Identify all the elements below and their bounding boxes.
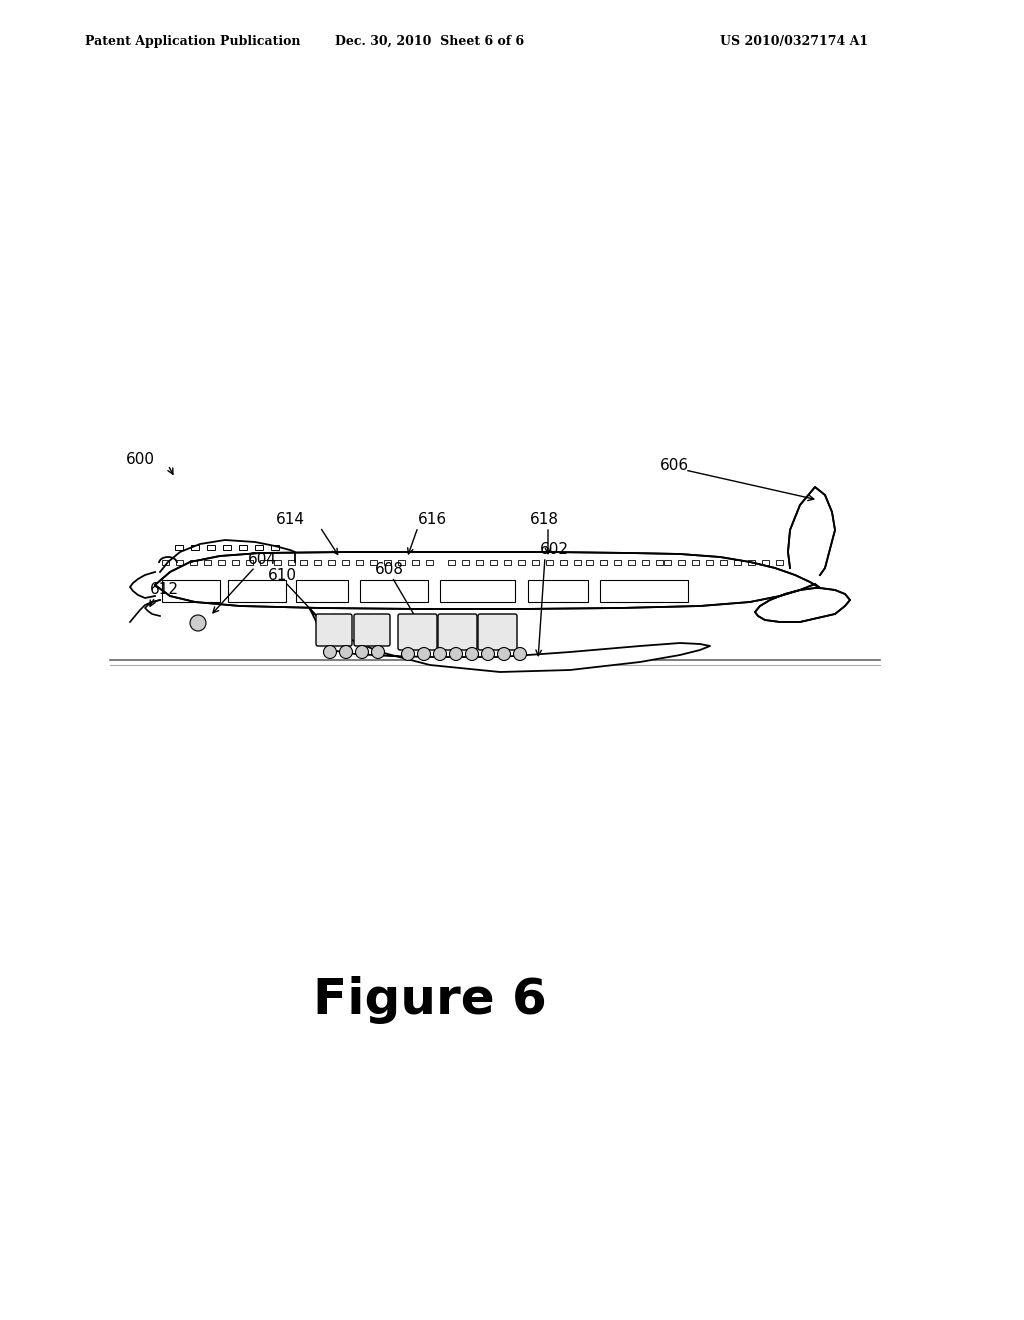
Bar (162, 560, 169, 565)
Text: Patent Application Publication: Patent Application Publication (85, 36, 300, 48)
Bar (218, 560, 225, 565)
Bar (296, 579, 348, 602)
Bar (162, 579, 220, 602)
Bar (176, 560, 183, 565)
Text: Figure 6: Figure 6 (313, 975, 547, 1024)
Bar (328, 560, 335, 565)
Text: 608: 608 (375, 562, 404, 578)
Circle shape (372, 645, 384, 659)
Bar (412, 560, 419, 565)
Bar (398, 560, 406, 565)
Bar (664, 560, 671, 565)
Bar (246, 560, 253, 565)
Bar (748, 560, 755, 565)
FancyBboxPatch shape (316, 614, 352, 645)
Circle shape (355, 645, 369, 659)
Circle shape (498, 648, 511, 660)
Bar (223, 545, 231, 550)
Bar (614, 560, 621, 565)
Text: 614: 614 (276, 512, 305, 528)
Bar (734, 560, 741, 565)
Text: 616: 616 (418, 512, 447, 528)
Bar (384, 560, 391, 565)
Bar (440, 579, 515, 602)
Bar (706, 560, 713, 565)
Circle shape (418, 648, 430, 660)
Bar (356, 560, 362, 565)
Polygon shape (788, 487, 835, 576)
Polygon shape (130, 572, 155, 598)
Bar (490, 560, 497, 565)
Text: 604: 604 (248, 553, 278, 568)
Bar (600, 560, 607, 565)
Bar (360, 579, 428, 602)
Bar (191, 545, 199, 550)
FancyBboxPatch shape (478, 614, 517, 649)
Bar (656, 560, 663, 565)
Bar (476, 560, 483, 565)
Bar (426, 560, 433, 565)
Bar (504, 560, 511, 565)
Bar (370, 560, 377, 565)
Bar (586, 560, 593, 565)
Bar (776, 560, 783, 565)
Bar (518, 560, 525, 565)
Circle shape (401, 648, 415, 660)
Text: 612: 612 (150, 582, 179, 598)
Bar (300, 560, 307, 565)
Bar (190, 560, 197, 565)
FancyBboxPatch shape (354, 614, 390, 645)
Text: Dec. 30, 2010  Sheet 6 of 6: Dec. 30, 2010 Sheet 6 of 6 (336, 36, 524, 48)
Bar (462, 560, 469, 565)
Circle shape (481, 648, 495, 660)
Bar (288, 560, 295, 565)
Bar (204, 560, 211, 565)
Bar (560, 560, 567, 565)
Bar (271, 545, 279, 550)
Bar (239, 545, 247, 550)
Bar (642, 560, 649, 565)
Bar (314, 560, 321, 565)
Bar (678, 560, 685, 565)
Text: US 2010/0327174 A1: US 2010/0327174 A1 (720, 36, 868, 48)
Bar (720, 560, 727, 565)
Circle shape (450, 648, 463, 660)
Polygon shape (310, 609, 710, 672)
Bar (232, 560, 239, 565)
Bar (762, 560, 769, 565)
Bar (175, 545, 183, 550)
Circle shape (433, 648, 446, 660)
Polygon shape (755, 587, 850, 622)
Bar (274, 560, 281, 565)
Bar (228, 579, 286, 602)
Bar (449, 560, 455, 565)
Circle shape (190, 615, 206, 631)
Bar (260, 560, 267, 565)
Bar (546, 560, 553, 565)
Bar (600, 579, 688, 602)
Circle shape (466, 648, 478, 660)
Bar (207, 545, 215, 550)
Text: 618: 618 (530, 512, 559, 528)
Text: 602: 602 (540, 543, 569, 557)
Text: 606: 606 (660, 458, 689, 473)
Bar (692, 560, 699, 565)
FancyBboxPatch shape (398, 614, 437, 649)
Bar (628, 560, 635, 565)
Text: 600: 600 (126, 453, 155, 467)
Circle shape (513, 648, 526, 660)
Bar (255, 545, 263, 550)
Circle shape (340, 645, 352, 659)
FancyBboxPatch shape (438, 614, 477, 649)
Bar (342, 560, 349, 565)
Circle shape (324, 645, 337, 659)
Text: 610: 610 (268, 568, 297, 582)
Bar (574, 560, 581, 565)
Bar (532, 560, 539, 565)
Bar (528, 579, 588, 602)
Polygon shape (155, 552, 820, 609)
